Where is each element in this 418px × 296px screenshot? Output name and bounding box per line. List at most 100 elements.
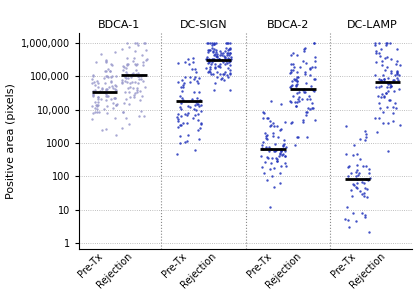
Point [134,81,141,86]
Point [385,76,391,81]
Point [275,135,282,139]
Point [216,57,223,62]
Point [104,67,111,72]
Point [215,64,222,68]
Point [223,46,229,50]
Point [301,49,308,54]
Point [387,84,394,89]
Point [140,40,147,45]
Point [301,46,308,51]
Point [300,87,306,92]
Point [224,40,231,45]
Point [191,89,197,94]
Point [205,47,212,52]
Point [224,73,230,78]
Point [227,55,234,59]
Point [110,86,116,90]
Point [186,74,193,79]
Point [191,66,198,71]
Point [206,59,212,64]
Point [209,57,216,62]
Point [107,97,114,102]
Point [293,135,300,139]
Point [287,62,294,66]
Point [204,40,211,45]
Point [384,80,391,85]
Point [377,78,384,83]
Point [290,62,297,67]
Point [381,76,387,81]
Point [296,98,303,103]
Point [196,103,202,108]
Point [343,152,349,157]
Point [312,55,319,59]
Point [207,65,214,70]
Point [361,194,368,199]
Point [218,77,224,82]
Point [195,112,202,117]
Point [221,54,228,58]
Point [131,56,138,61]
Point [277,171,283,176]
Point [263,154,270,159]
Point [362,163,369,168]
Point [212,52,218,57]
Point [364,178,371,182]
Point [213,40,219,45]
Point [122,74,129,79]
Point [278,147,285,152]
Point [266,167,273,171]
Point [182,139,189,144]
Point [309,65,316,70]
Point [226,59,233,64]
Point [382,40,389,45]
Point [366,176,373,181]
Point [95,95,102,99]
Point [275,154,282,159]
Point [273,158,280,163]
Point [142,58,149,62]
Point [362,215,369,220]
Point [104,75,111,79]
Point [262,131,268,136]
Text: DC-SIGN: DC-SIGN [180,20,227,30]
Point [219,59,226,64]
Point [259,147,266,152]
Point [122,75,129,80]
Point [227,63,233,67]
Point [272,148,279,153]
Point [379,92,385,96]
Point [384,85,391,89]
Point [389,105,396,110]
Point [92,83,98,88]
Point [180,98,187,103]
Point [109,84,115,89]
Point [351,142,357,147]
Point [293,81,300,86]
Point [393,72,400,77]
Point [378,78,385,83]
Point [293,100,300,105]
Point [362,186,369,191]
Point [260,140,267,144]
Point [136,74,143,79]
Point [299,119,306,124]
Point [114,102,120,106]
Point [288,70,295,75]
Point [377,53,383,58]
Point [303,81,309,86]
Point [182,74,189,79]
Point [174,112,181,116]
Point [217,53,223,58]
Point [189,115,196,120]
Point [397,63,403,67]
Point [92,99,98,104]
Point [119,81,126,86]
Point [387,71,394,75]
Point [102,81,108,85]
Point [278,149,285,154]
Point [123,62,130,67]
Point [102,69,109,74]
Point [143,47,149,52]
Point [140,79,146,83]
